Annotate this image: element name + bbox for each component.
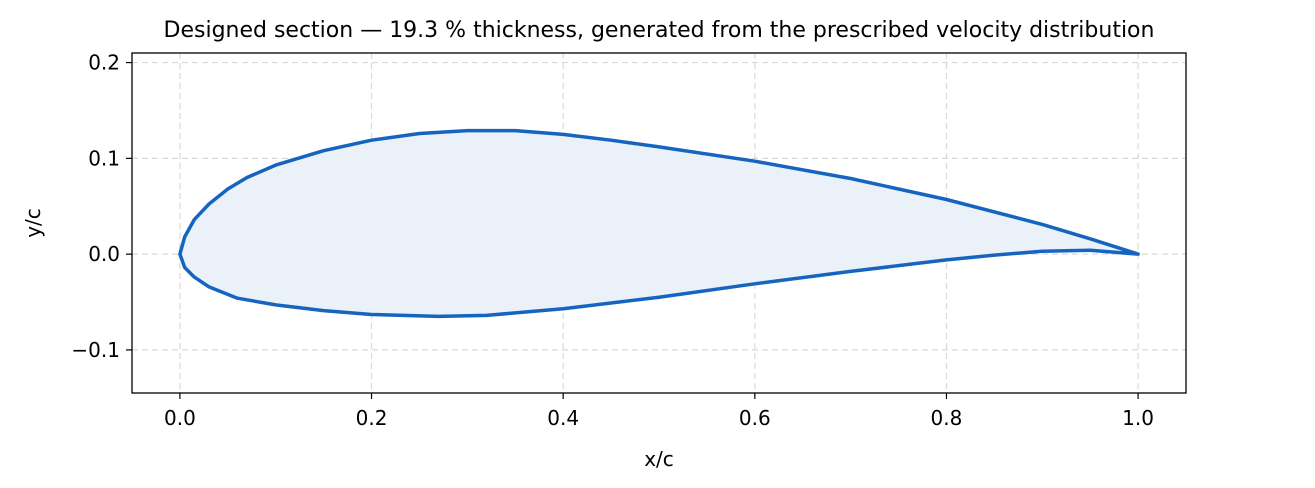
x-tick-label: 0.4: [547, 406, 579, 430]
plot-frame: [131, 52, 1187, 394]
y-tick-label: 0.2: [88, 51, 120, 75]
x-tick-label: 1.0: [1122, 406, 1154, 430]
series-layer: [178, 128, 1140, 319]
axis-ticks: 0.0 0.2 0.4 0.6 0.8 1.0 −0.1 0.0 0.1 0.2: [71, 51, 1154, 430]
airfoil-fill: [179, 130, 1139, 317]
x-tick-label: 0.8: [931, 406, 963, 430]
x-tick-label: 0.0: [164, 406, 196, 430]
y-tick-label: −0.1: [71, 338, 120, 362]
x-tick-label: 0.2: [356, 406, 388, 430]
chart-title: Designed section — 19.3 % thickness, gen…: [164, 18, 1155, 43]
x-axis-label: x/c: [644, 447, 674, 471]
y-tick-label: 0.0: [88, 242, 120, 266]
y-axis-label: y/c: [21, 208, 45, 238]
airfoil-outline: [178, 128, 1140, 319]
x-tick-label: 0.6: [739, 406, 771, 430]
y-tick-label: 0.1: [88, 146, 120, 170]
